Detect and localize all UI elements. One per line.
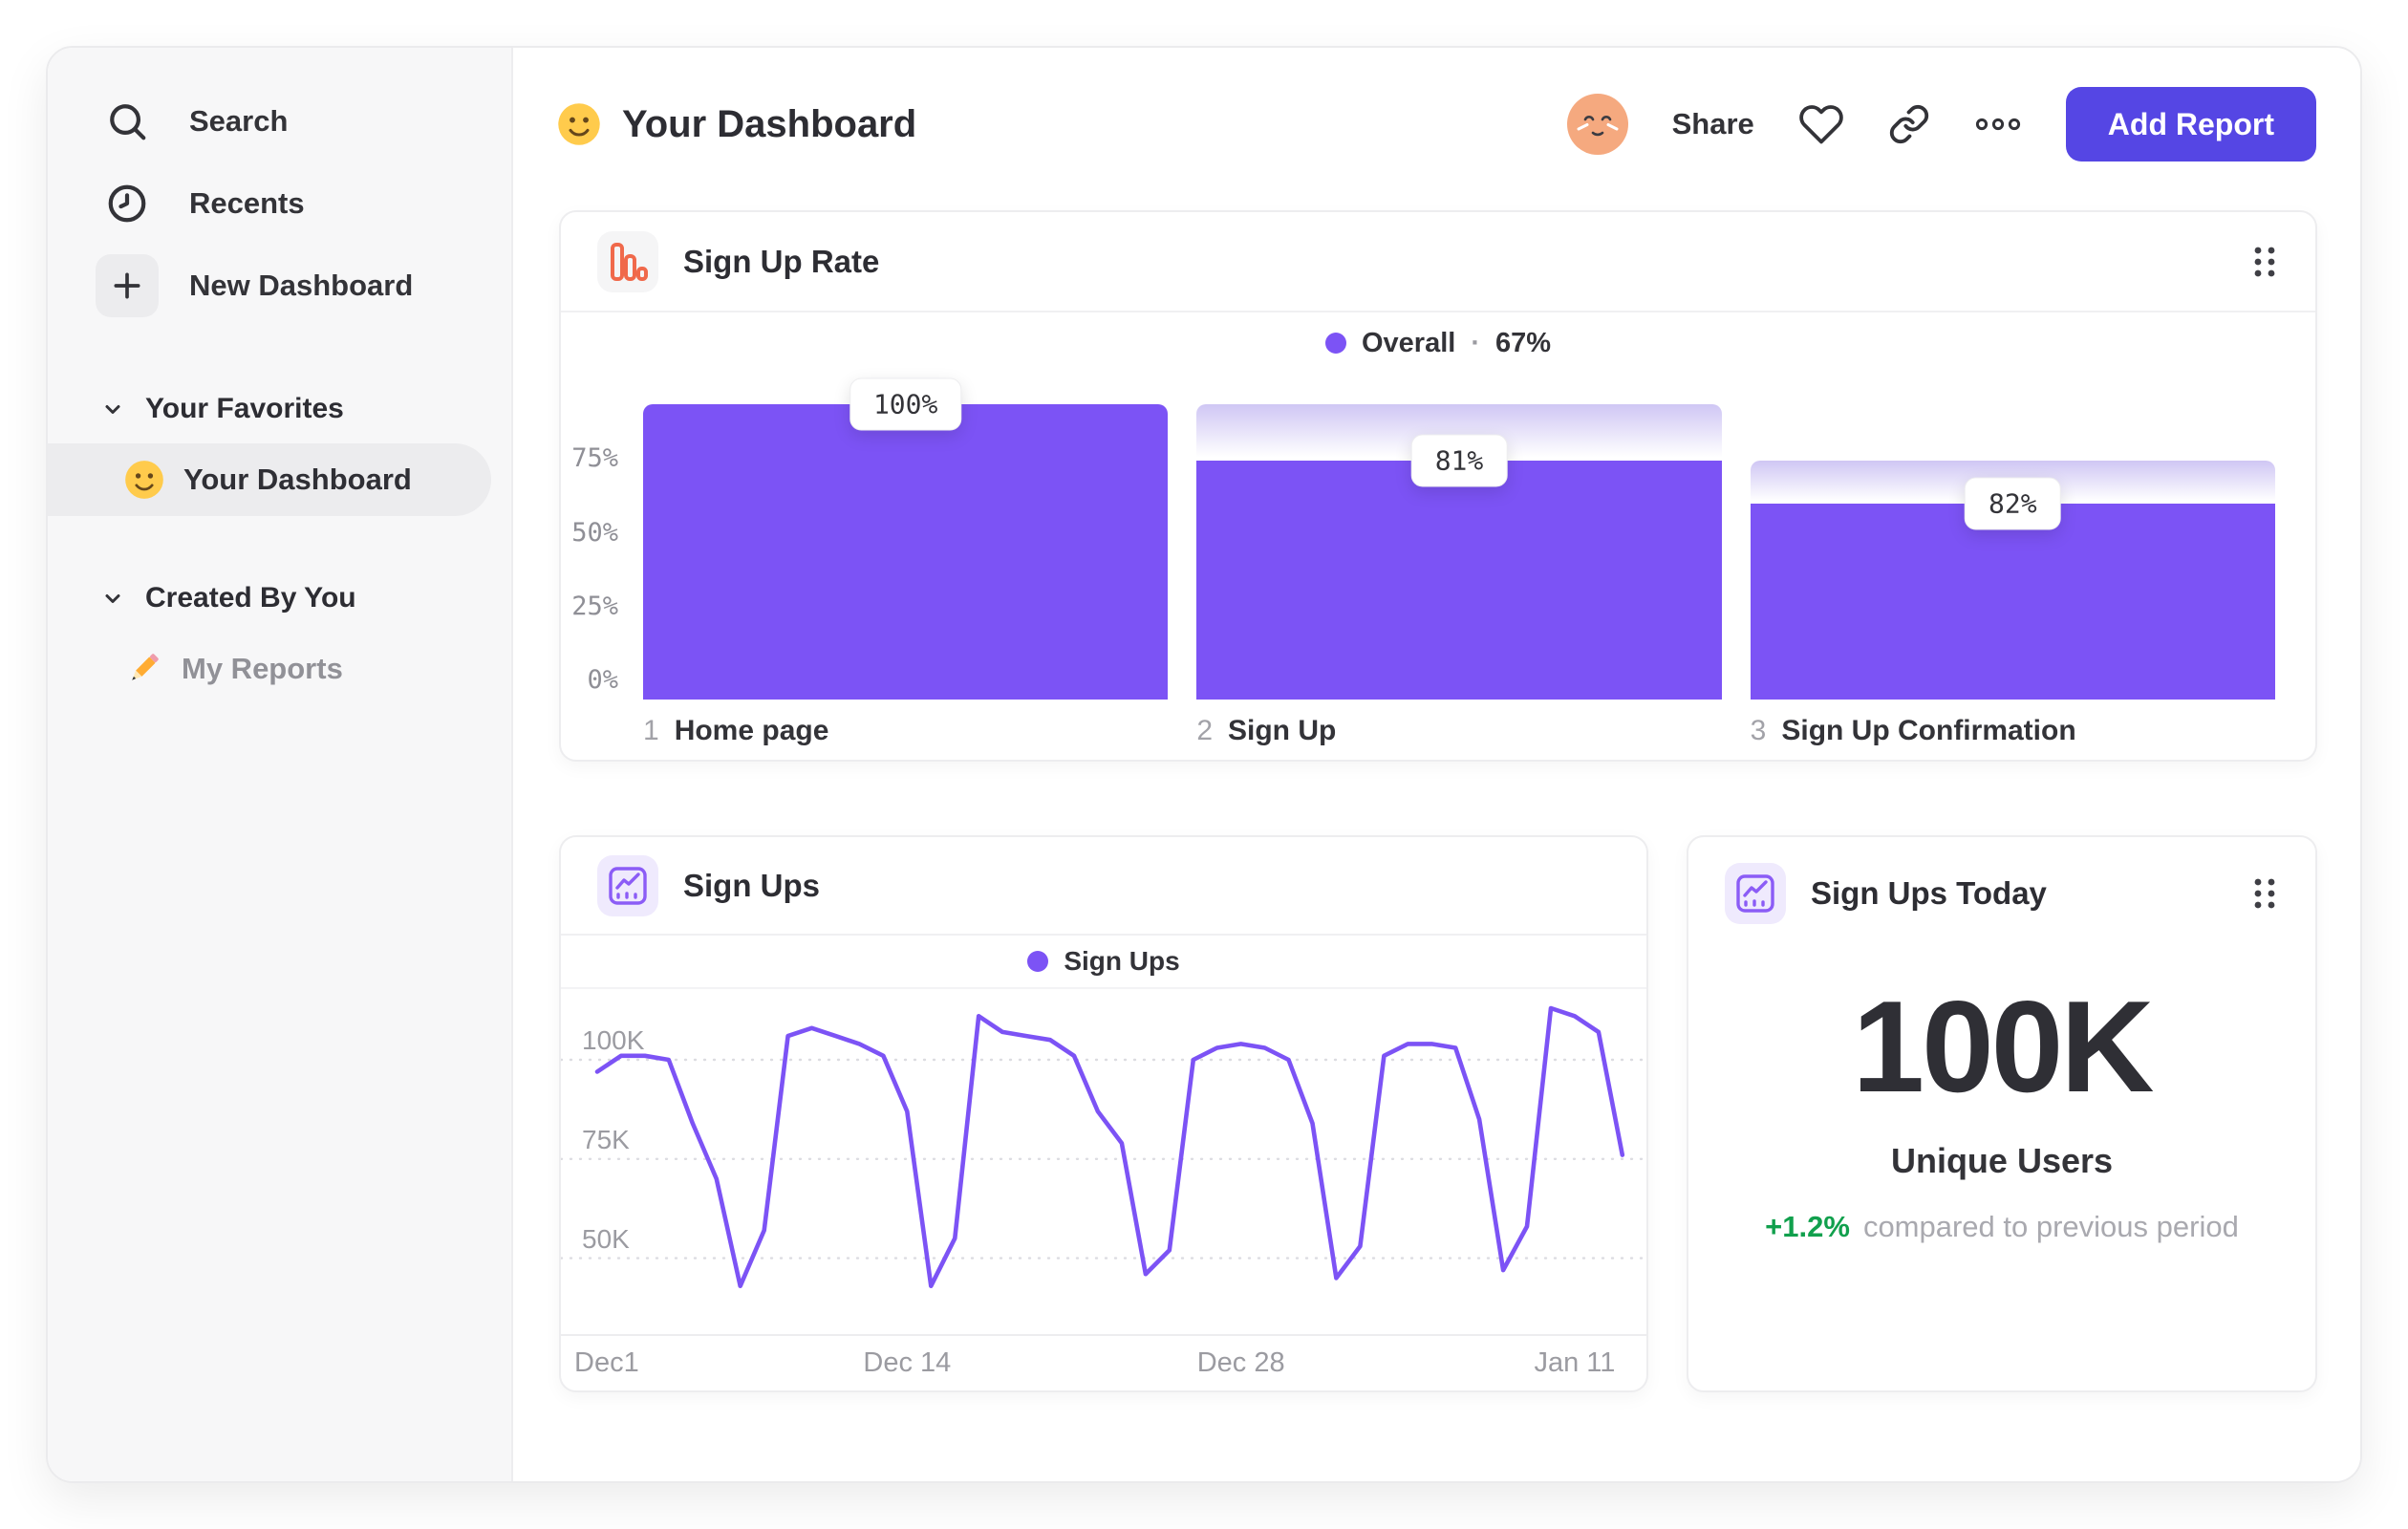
pencil-emoji bbox=[132, 654, 159, 680]
search-icon bbox=[96, 90, 159, 153]
line-y-tick: 75K bbox=[582, 1124, 630, 1154]
sidebar-item-recents[interactable]: Recents bbox=[48, 162, 511, 245]
line-x-tick: Dec1 bbox=[574, 1347, 639, 1378]
line-y-tick: 50K bbox=[582, 1223, 630, 1254]
clock-icon bbox=[96, 172, 159, 235]
kpi-delta: +1.2% compared to previous period bbox=[1765, 1210, 2239, 1244]
card-header: Sign Ups Today bbox=[1688, 837, 2315, 950]
funnel-bar-2[interactable]: 81% bbox=[1196, 404, 1722, 700]
card-header: Sign Ups bbox=[561, 837, 1646, 936]
sign-ups-today-card: Sign Ups Today 100K Unique Users +1.2% c… bbox=[1687, 835, 2317, 1392]
dashboard-header: Your Dashboard Share bbox=[513, 48, 2360, 201]
funnel-bar-fill bbox=[1196, 460, 1722, 700]
funnel-y-tick: 0% bbox=[587, 665, 618, 695]
delta-text: compared to previous period bbox=[1862, 1210, 2239, 1243]
funnel-bar-3[interactable]: 82% bbox=[1750, 404, 2275, 700]
kpi-value: 100K bbox=[1852, 974, 2154, 1119]
card-title: Sign Up Rate bbox=[683, 243, 880, 279]
funnel-chart-icon bbox=[597, 230, 658, 292]
sidebar-item-label: New Dashboard bbox=[189, 269, 414, 302]
page-title: Your Dashboard bbox=[557, 102, 916, 146]
line-chart-icon bbox=[597, 854, 658, 916]
more-options-icon[interactable] bbox=[1974, 116, 2022, 133]
card-header: Sign Up Rate bbox=[561, 212, 2315, 312]
sidebar-item-your-dashboard[interactable]: Your Dashboard bbox=[48, 443, 491, 516]
line-x-tick: Dec 28 bbox=[1196, 1347, 1285, 1378]
conversion-badge: 82% bbox=[1965, 477, 2061, 530]
line-x-tick: Jan 11 bbox=[1534, 1347, 1616, 1378]
sidebar-item-label: Search bbox=[189, 104, 289, 138]
drag-handle-icon[interactable] bbox=[2250, 872, 2279, 915]
card-title: Sign Ups Today bbox=[1811, 875, 2047, 911]
funnel-step-label: 2 Sign Up bbox=[1196, 715, 1337, 746]
funnel-bar-1[interactable]: 100% bbox=[643, 377, 1169, 700]
line-chart-svg[interactable] bbox=[561, 989, 1646, 1336]
funnel-step-label: 3 Sign Up Confirmation bbox=[1750, 715, 2076, 746]
line-legend[interactable]: Sign Ups bbox=[561, 936, 1646, 989]
funnel-x-labels: 1 Home page 2 Sign Up 3 Sign Up Confirmation bbox=[643, 715, 2275, 747]
sign-ups-series-line bbox=[594, 1005, 1625, 1289]
funnel-step-label: 1 Home page bbox=[643, 715, 829, 746]
share-button[interactable]: Share bbox=[1671, 107, 1754, 140]
legend-dot bbox=[1027, 951, 1049, 972]
conversion-badge: 100% bbox=[849, 377, 962, 431]
funnel-legend[interactable]: Overall · 67% bbox=[561, 312, 2315, 374]
line-x-tick: Dec 14 bbox=[863, 1347, 952, 1378]
sidebar-item-search[interactable]: Search bbox=[48, 80, 511, 162]
sign-up-rate-card: Sign Up Rate Overall · 67% 75% 50% 25% 0% 10… bbox=[559, 210, 2317, 762]
chevron-down-icon bbox=[105, 405, 120, 414]
smiley-emoji bbox=[125, 461, 163, 499]
line-chart-icon bbox=[1725, 863, 1786, 924]
conversion-badge: 81% bbox=[1410, 434, 1508, 487]
sidebar-section-created-by-you[interactable]: Created By You bbox=[48, 577, 511, 619]
line-x-labels: Dec1 Dec 14 Dec 28 Jan 11 bbox=[561, 1336, 1646, 1387]
funnel-y-tick: 25% bbox=[571, 591, 618, 621]
sign-ups-card: Sign Ups Sign Ups 100K 75K 50K Dec1 Dec 14 D… bbox=[559, 835, 1648, 1392]
sidebar-item-my-reports[interactable]: My Reports bbox=[48, 635, 511, 703]
add-report-button[interactable]: Add Report bbox=[2065, 87, 2316, 162]
app-window: Search Recents New Dashboard Your Favori… bbox=[46, 46, 2362, 1483]
chevron-down-icon bbox=[105, 594, 120, 603]
sidebar-section-your-favorites[interactable]: Your Favorites bbox=[48, 388, 511, 430]
funnel-bar-fill bbox=[1750, 503, 2275, 700]
favorite-heart-icon[interactable] bbox=[1798, 101, 1844, 147]
copy-link-icon[interactable] bbox=[1888, 103, 1930, 145]
funnel-y-tick: 50% bbox=[571, 517, 618, 548]
funnel-plot: 75% 50% 25% 0% 100% 81% 82% bbox=[571, 377, 2275, 700]
sidebar-item-new-dashboard[interactable]: New Dashboard bbox=[48, 245, 511, 327]
drag-handle-icon[interactable] bbox=[2250, 241, 2279, 283]
kpi-label: Unique Users bbox=[1890, 1141, 2114, 1180]
funnel-y-tick: 75% bbox=[571, 443, 618, 474]
sidebar-item-label: Recents bbox=[189, 186, 305, 220]
delta-percent: +1.2% bbox=[1765, 1210, 1850, 1243]
plus-icon bbox=[96, 254, 159, 317]
line-y-tick: 100K bbox=[582, 1025, 645, 1055]
line-plot[interactable]: 100K 75K 50K bbox=[561, 989, 1646, 1336]
sidebar: Search Recents New Dashboard Your Favori… bbox=[48, 48, 513, 1481]
card-title: Sign Ups bbox=[683, 867, 821, 903]
kpi-body: 100K Unique Users +1.2% compared to prev… bbox=[1688, 950, 2315, 1244]
legend-dot bbox=[1324, 333, 1346, 354]
main-content: Your Dashboard Share bbox=[513, 48, 2360, 1481]
smiley-emoji bbox=[558, 103, 600, 145]
funnel-bar-fill bbox=[643, 404, 1169, 700]
avatar[interactable] bbox=[1566, 94, 1628, 155]
